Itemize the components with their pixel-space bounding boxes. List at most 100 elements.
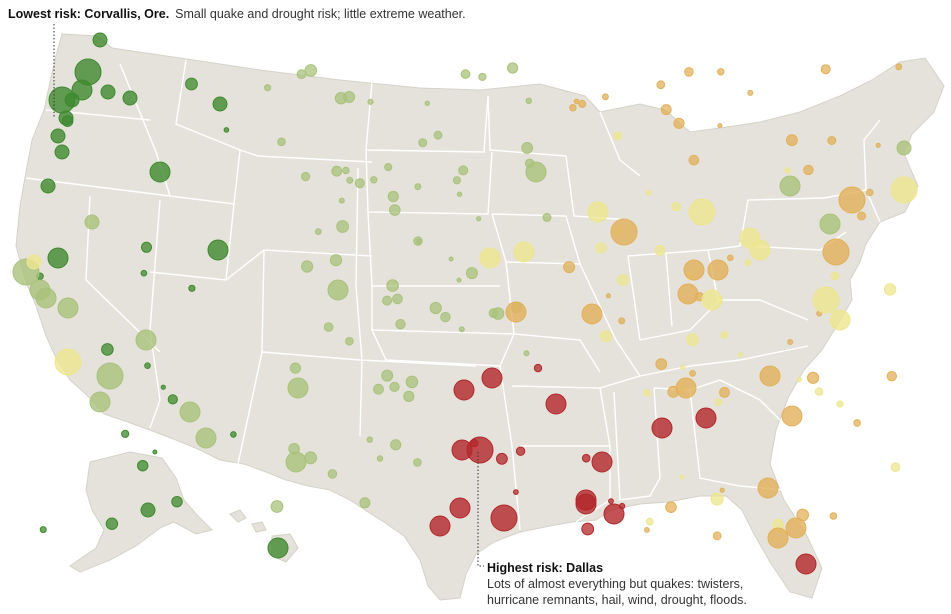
minor-city-bubble: [424, 100, 430, 107]
minor-city-bubble: [160, 384, 166, 390]
state-border: [747, 231, 847, 251]
minor-city-bubble: [354, 178, 365, 189]
city-bubble-portlandme: [896, 140, 912, 156]
highest-risk-annotation: Highest risk: Dallas Lots of almost ever…: [487, 560, 747, 608]
minor-city-bubble: [167, 394, 178, 405]
city-bubble-salem: [58, 110, 74, 126]
minor-city-bubble: [405, 375, 419, 389]
city-bubble-albuquerque: [287, 377, 309, 399]
minor-city-bubble: [744, 259, 752, 267]
minor-city-bubble: [820, 64, 831, 75]
city-bubble-baltimore: [829, 309, 851, 331]
minor-city-bubble: [686, 333, 699, 347]
minor-city-bubble: [403, 390, 415, 402]
city-bubble-jacksonville: [757, 477, 779, 499]
city-bubble-albany: [819, 213, 841, 235]
state-border: [627, 255, 641, 341]
minor-city-bubble: [595, 242, 607, 254]
minor-city-bubble: [714, 398, 723, 407]
city-bubble-sanjose: [35, 287, 57, 309]
state-border: [499, 365, 521, 531]
minor-city-bubble: [458, 326, 465, 333]
minor-city-bubble: [617, 274, 629, 286]
minor-city-bubble: [460, 69, 471, 79]
state-border: [487, 95, 567, 157]
minor-city-bubble: [367, 98, 374, 105]
minor-city-bubble: [727, 254, 734, 262]
city-bubble-philadelphia: [822, 238, 850, 266]
minor-city-bubble: [803, 164, 814, 176]
minor-city-bubble: [786, 134, 798, 147]
minor-city-bubble: [710, 492, 724, 506]
minor-city-bubble: [618, 317, 626, 325]
minor-city-bubble: [784, 167, 791, 174]
minor-city-bubble: [679, 474, 685, 480]
city-bubble-fortworth: [451, 439, 473, 461]
minor-city-bubble: [573, 98, 580, 105]
city-bubble-raleigh: [781, 405, 803, 427]
minor-city-bubble: [857, 211, 866, 221]
minor-city-bubble: [314, 228, 322, 236]
state-border: [371, 329, 515, 367]
hawaii-land: [229, 509, 299, 563]
minor-city-bubble: [336, 220, 350, 233]
minor-city-bubble: [830, 271, 840, 281]
minor-city-bubble: [875, 142, 881, 148]
minor-city-bubble: [656, 80, 666, 90]
minor-city-bubble: [456, 191, 463, 197]
minor-city-bubble: [712, 531, 722, 541]
city-bubble-littlerock: [545, 393, 567, 415]
minor-city-bubble: [476, 216, 482, 222]
state-border: [599, 111, 641, 177]
minor-city-bubble: [796, 377, 802, 383]
minor-city-bubble: [137, 460, 149, 472]
minor-city-bubble: [392, 293, 403, 305]
minor-city-bubble: [264, 84, 272, 92]
minor-city-bubble: [602, 93, 609, 101]
state-border: [149, 329, 161, 429]
minor-city-bubble: [289, 362, 301, 374]
minor-city-bubble: [719, 487, 725, 493]
minor-city-bubble: [152, 449, 158, 455]
minor-city-bubble: [413, 236, 423, 246]
city-bubble-milwaukee: [587, 201, 609, 223]
minor-city-bubble: [342, 166, 350, 175]
minor-city-bubble: [359, 497, 371, 509]
minor-city-bubble: [645, 189, 652, 196]
minor-city-bubble: [376, 455, 384, 462]
city-bubble-santarosa: [26, 254, 42, 270]
state-border: [505, 261, 601, 373]
state-border: [261, 351, 477, 367]
city-bubble-sandiego: [89, 391, 111, 413]
city-bubble-washington: [812, 286, 840, 314]
minor-city-bubble: [521, 142, 534, 154]
minor-city-bubble: [613, 131, 623, 141]
minor-city-bubble: [581, 453, 591, 463]
city-bubble-atlanta: [695, 407, 717, 429]
lowest-risk-annotation: Lowest risk: Corvallis, Ore. Small quake …: [8, 6, 466, 22]
city-bubble-phoenix: [179, 401, 201, 423]
city-bubble-chicago: [610, 218, 638, 246]
city-bubble-corvallis: [50, 128, 66, 144]
city-bubble-tucson: [195, 427, 217, 449]
minor-city-bubble: [645, 517, 654, 526]
city-bubble-minneapolis: [525, 161, 547, 183]
minor-city-bubble: [895, 63, 903, 71]
city-bubble-missoula: [212, 96, 228, 112]
minor-city-bubble: [581, 522, 595, 536]
minor-city-bubble: [807, 371, 820, 384]
city-bubble-fresno: [57, 297, 79, 319]
state-border: [511, 385, 611, 447]
minor-city-bubble: [465, 267, 478, 280]
city-bubble-honolulu: [267, 537, 289, 559]
city-bubble-boise: [149, 161, 171, 183]
minor-city-bubble: [418, 138, 428, 148]
city-bubble-indianapolis: [683, 259, 705, 281]
city-bubble-desmoines: [513, 241, 535, 263]
minor-city-bubble: [665, 501, 677, 514]
highest-risk-line-2: hurricane remnants, hail, wind, drought,…: [487, 593, 747, 607]
lowest-risk-description: Small quake and drought risk; little ext…: [175, 7, 466, 21]
minor-city-bubble: [185, 77, 198, 91]
minor-city-bubble: [277, 137, 286, 147]
